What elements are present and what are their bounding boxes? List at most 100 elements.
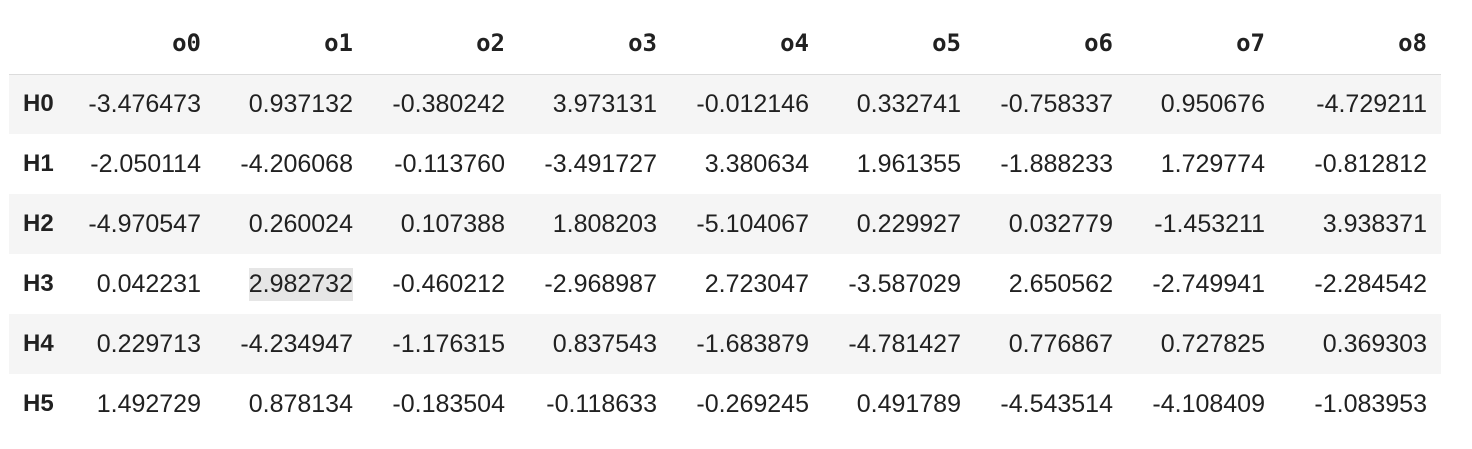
table-cell[interactable]: -5.104067	[671, 194, 823, 254]
cell-value: 1.808203	[552, 209, 657, 238]
cell-value: -0.113760	[394, 149, 505, 178]
table-cell[interactable]: -2.284542	[1279, 254, 1441, 314]
table-cell[interactable]: 1.808203	[519, 194, 671, 254]
table-cell[interactable]: 0.260024	[215, 194, 367, 254]
table-cell[interactable]: 0.107388	[367, 194, 519, 254]
cell-value: -1.888233	[1000, 149, 1113, 178]
row-index-label: H2	[23, 210, 54, 237]
table-cell[interactable]: -3.476473	[65, 74, 215, 134]
cell-value: -4.729211	[1316, 89, 1427, 118]
table-cell[interactable]: 0.776867	[975, 314, 1127, 374]
table-cell[interactable]: -0.812812	[1279, 134, 1441, 194]
table-cell[interactable]: -4.970547	[65, 194, 215, 254]
table-cell[interactable]: 0.229927	[823, 194, 975, 254]
table-cell[interactable]: 3.380634	[671, 134, 823, 194]
cell-value: -2.749941	[1152, 269, 1265, 298]
table-cell[interactable]: 0.950676	[1127, 74, 1279, 134]
table-cell[interactable]: -4.108409	[1127, 374, 1279, 434]
table-cell[interactable]: -1.176315	[367, 314, 519, 374]
table-cell[interactable]: -2.749941	[1127, 254, 1279, 314]
table-cell[interactable]: 1.961355	[823, 134, 975, 194]
index-corner-cell	[9, 12, 65, 75]
row-index-label: H4	[23, 330, 54, 357]
cell-value: 1.492729	[96, 389, 201, 418]
cell-value: -4.970547	[88, 209, 201, 238]
table-cell[interactable]: -1.453211	[1127, 194, 1279, 254]
cell-value: 0.878134	[248, 389, 353, 418]
dataframe-table: o0 o1 o2 o3 o4 o5 o6 o7 o8 H0 -3.476473 …	[9, 12, 1441, 434]
cell-value: -0.460212	[392, 269, 505, 298]
row-index-label: H0	[23, 90, 54, 118]
table-cell[interactable]: 0.878134	[215, 374, 367, 434]
table-cell[interactable]: -0.118633	[519, 374, 671, 434]
cell-value: -0.269245	[696, 389, 809, 418]
table-cell[interactable]: -4.206068	[215, 134, 367, 194]
table-cell[interactable]: 0.491789	[823, 374, 975, 434]
cell-value: -4.108409	[1152, 389, 1265, 418]
table-cell[interactable]: 0.369303	[1279, 314, 1441, 374]
cell-value: -0.812812	[1314, 149, 1427, 178]
cell-value: -4.781427	[848, 329, 961, 358]
table-row: H4 0.229713 -4.234947 -1.176315 0.837543…	[9, 314, 1441, 374]
cell-value: 0.950676	[1160, 89, 1265, 118]
table-cell[interactable]: 3.973131	[519, 74, 671, 134]
table-cell[interactable]: 1.729774	[1127, 134, 1279, 194]
table-cell[interactable]: 0.937132	[215, 74, 367, 134]
table-cell[interactable]: -0.758337	[975, 74, 1127, 134]
table-cell[interactable]: 2.723047	[671, 254, 823, 314]
cell-value: 2.982732	[248, 267, 353, 301]
row-index-label: H5	[23, 390, 54, 417]
cell-value: -4.206068	[240, 149, 353, 178]
table-cell[interactable]: -1.888233	[975, 134, 1127, 194]
cell-value: -3.491727	[544, 149, 657, 178]
column-header: o3	[519, 12, 671, 75]
table-cell[interactable]: 3.938371	[1279, 194, 1441, 254]
table-cell[interactable]: -4.729211	[1279, 74, 1441, 134]
column-header: o8	[1279, 12, 1441, 75]
cell-value: -0.380242	[392, 89, 505, 118]
table-cell[interactable]: 1.492729	[65, 374, 215, 434]
table-cell[interactable]: 0.229713	[65, 314, 215, 374]
cell-value: 0.032779	[1008, 209, 1113, 238]
table-cell[interactable]: -1.683879	[671, 314, 823, 374]
table-cell[interactable]: -4.543514	[975, 374, 1127, 434]
cell-value: -4.543514	[1000, 389, 1113, 418]
table-cell[interactable]: -3.491727	[519, 134, 671, 194]
table-cell[interactable]: 0.727825	[1127, 314, 1279, 374]
table-cell[interactable]: -4.234947	[215, 314, 367, 374]
table-cell[interactable]: 2.650562	[975, 254, 1127, 314]
cell-value: -1.683879	[696, 329, 809, 358]
table-cell[interactable]: -0.183504	[367, 374, 519, 434]
cell-value: 0.727825	[1160, 329, 1265, 358]
table-row: H1 -2.050114 -4.206068 -0.113760 -3.4917…	[9, 134, 1441, 194]
table-cell[interactable]: 0.032779	[975, 194, 1127, 254]
table-cell[interactable]: 0.332741	[823, 74, 975, 134]
cell-value: 3.973131	[552, 89, 657, 118]
table-header: o0 o1 o2 o3 o4 o5 o6 o7 o8	[9, 12, 1441, 75]
table-cell[interactable]: -0.380242	[367, 74, 519, 134]
dataframe-container: o0 o1 o2 o3 o4 o5 o6 o7 o8 H0 -3.476473 …	[9, 12, 1441, 434]
cell-value: -2.050114	[90, 149, 201, 178]
cell-value: 0.042231	[96, 269, 201, 298]
table-row: H0 -3.476473 0.937132 -0.380242 3.973131…	[9, 74, 1441, 134]
cell-value: -1.083953	[1314, 389, 1427, 418]
table-cell[interactable]: -4.781427	[823, 314, 975, 374]
highlighted-table-cell[interactable]: 2.982732	[215, 254, 367, 314]
cell-value: 0.491789	[856, 389, 961, 418]
table-cell[interactable]: -2.050114	[65, 134, 215, 194]
cell-value: 3.380634	[704, 149, 809, 178]
table-cell[interactable]: -1.083953	[1279, 374, 1441, 434]
table-cell[interactable]: -0.012146	[671, 74, 823, 134]
table-cell[interactable]: -0.269245	[671, 374, 823, 434]
column-header: o1	[215, 12, 367, 75]
table-cell[interactable]: -2.968987	[519, 254, 671, 314]
table-cell[interactable]: -0.113760	[367, 134, 519, 194]
cell-value: 0.229713	[96, 329, 201, 358]
table-cell[interactable]: 0.837543	[519, 314, 671, 374]
column-header: o4	[671, 12, 823, 75]
cell-value: -1.453211	[1154, 209, 1265, 238]
cell-value: 2.723047	[704, 269, 809, 298]
table-cell[interactable]: 0.042231	[65, 254, 215, 314]
table-cell[interactable]: -0.460212	[367, 254, 519, 314]
table-cell[interactable]: -3.587029	[823, 254, 975, 314]
